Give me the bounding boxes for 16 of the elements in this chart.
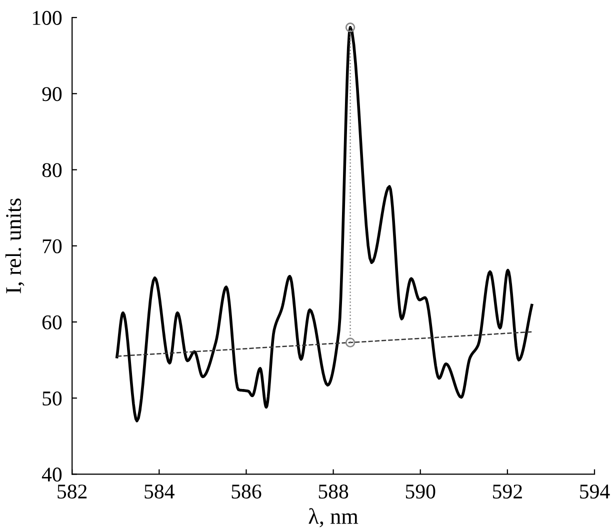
x-tick-label: 586 [232, 484, 262, 499]
y-tick-label: 60 [42, 315, 62, 330]
x-tick-label: 584 [144, 484, 174, 499]
x-tick-label: 582 [58, 484, 87, 499]
y-tick-label: 90 [42, 87, 62, 102]
y-axis-title: I, rel. units [5, 198, 24, 294]
y-tick-label: 50 [42, 391, 62, 406]
y-tick-label: 70 [42, 239, 62, 254]
x-axis-title: λ, nm [308, 508, 358, 528]
y-tick-label: 100 [32, 10, 62, 25]
x-tick-label: 594 [580, 484, 610, 499]
y-tick-label: 40 [42, 468, 62, 482]
x-tick-label: 592 [493, 484, 522, 499]
y-tick-label: 80 [42, 163, 62, 178]
x-tick-label: 590 [406, 484, 436, 499]
x-tick-label: 588 [318, 484, 348, 499]
